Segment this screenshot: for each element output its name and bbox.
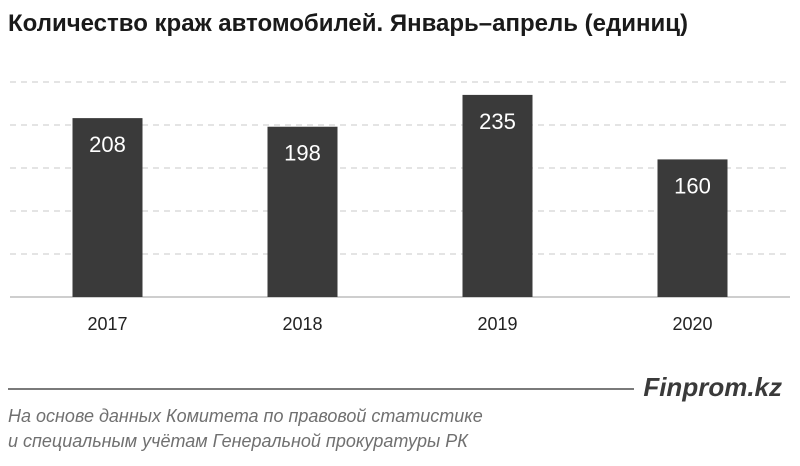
bar-2019 [462,94,533,298]
bar-2018 [267,126,338,297]
x-tick-label: 2019 [477,314,517,334]
x-tick-label: 2017 [87,314,127,334]
bar-2017 [72,118,143,298]
brand-logo-text: Finprom.kz [643,372,782,402]
bar-value-label: 208 [89,132,126,157]
footer-divider [8,388,634,390]
source-note: На основе данных Комитета по правовой ст… [8,404,708,454]
bar-value-label: 160 [674,173,711,198]
x-tick-label: 2020 [672,314,712,334]
bar-value-label: 235 [479,109,516,134]
x-tick-label: 2018 [282,314,322,334]
chart-title: Количество краж автомобилей. Январь–апре… [8,10,688,37]
bar-2020 [657,159,728,297]
source-line-1: На основе данных Комитета по правовой ст… [8,406,483,426]
source-line-2: и специальным учётам Генеральной прокура… [8,431,468,451]
bar-value-label: 198 [284,141,321,166]
